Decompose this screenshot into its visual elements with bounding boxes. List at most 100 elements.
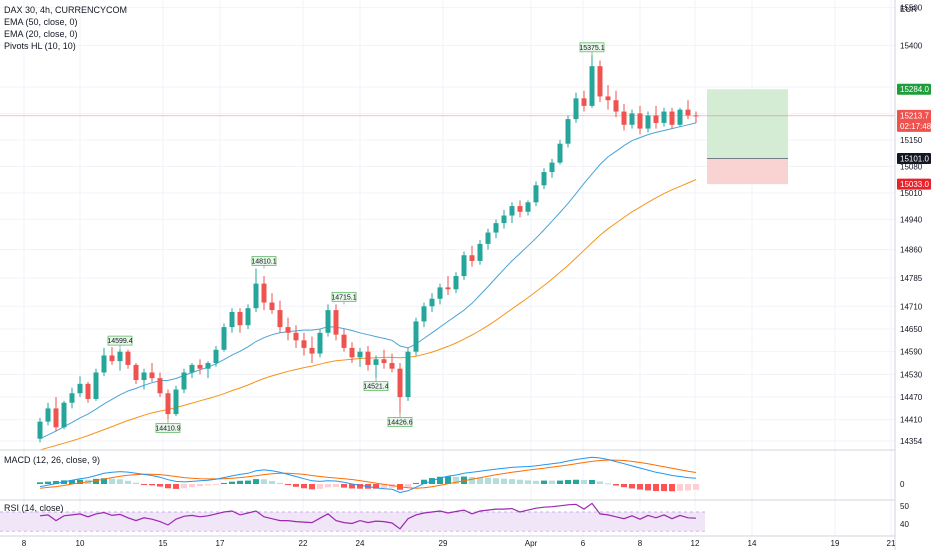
candle-body [333, 310, 339, 335]
macd-bar [349, 484, 355, 489]
stop-zone[interactable] [707, 158, 788, 185]
time-label: Apr [525, 539, 538, 548]
time-label: 8 [638, 539, 643, 548]
macd-bar [125, 480, 131, 484]
price-tick-label: 14785 [900, 274, 923, 283]
macd-bar [669, 484, 675, 492]
legend-pivots[interactable]: Pivots HL (10, 10) [4, 41, 76, 51]
macd-bar [253, 479, 259, 484]
macd-bar [245, 480, 251, 484]
candle-body [477, 243, 483, 261]
candle-body [181, 372, 187, 390]
time-label: 10 [76, 539, 85, 548]
rsi-band [0, 512, 705, 532]
pivot-tag: 14599.4 [107, 335, 133, 349]
macd-bar [461, 476, 467, 484]
candle-body [85, 383, 91, 399]
candle-body [61, 402, 67, 428]
macd-bar [533, 480, 539, 484]
macd-bar [109, 478, 115, 484]
time-label: 14 [748, 539, 757, 548]
pivot-box [579, 42, 605, 53]
legend-ema50[interactable]: EMA (50, close, 0) [4, 17, 78, 27]
pivot-tag: 14426.6 [387, 413, 413, 427]
rsi-40-label: 40 [900, 520, 909, 529]
time-label: 21 [887, 539, 896, 548]
candle-body [365, 351, 371, 365]
candle-body [245, 308, 251, 326]
stop-badge[interactable]: 15033.0 [897, 178, 931, 190]
macd-bar [325, 484, 331, 488]
candle-body [53, 408, 59, 428]
macd-bar [605, 483, 611, 485]
macd-bar [141, 484, 147, 485]
macd-line [39, 456, 697, 494]
currency-label: EUR [900, 5, 917, 14]
candle-body [309, 347, 315, 354]
legend-rsi[interactable]: RSI (14, close) [4, 503, 64, 513]
candle-body [221, 327, 227, 350]
pivot-box [107, 335, 133, 346]
candle-body [37, 421, 43, 439]
macd-bar [445, 476, 451, 484]
pivot-label: 14426.6 [387, 419, 412, 426]
macd-bar [293, 484, 299, 487]
legend-macd[interactable]: MACD (12, 26, close, 9) [4, 455, 101, 465]
candle-body [613, 100, 619, 112]
macd-bar [261, 479, 267, 484]
candle-body [301, 340, 307, 348]
candle-body [293, 332, 299, 341]
candle-body [261, 283, 267, 303]
candle-body [357, 351, 363, 358]
pivot-tag: 14521.4 [363, 377, 389, 392]
candle-body [133, 364, 139, 381]
macd-bar [565, 479, 571, 484]
current-price-badge[interactable]: 15213.7 02:17:48 [897, 109, 932, 132]
time-label: 8 [22, 539, 27, 548]
macd-bar [557, 480, 563, 484]
macd-bar [405, 484, 411, 487]
candle-body [669, 111, 675, 125]
macd-bar [53, 481, 59, 484]
macd-bar [277, 482, 283, 484]
legend-ema20[interactable]: EMA (20, close, 0) [4, 29, 78, 39]
macd-signal-line [39, 459, 697, 489]
macd-bar [573, 479, 579, 484]
macd-bar [77, 479, 83, 484]
candle-body [349, 347, 355, 358]
target-zone[interactable] [707, 89, 788, 159]
pivot-box [331, 291, 357, 302]
time-axis[interactable]: 8 10 15 17 22 24 29 Apr 6 8 12 14 19 21 [22, 539, 896, 548]
candle-body [237, 311, 243, 326]
candle-body [581, 98, 587, 106]
candle-body [413, 321, 419, 352]
price-tick-label: 14650 [900, 325, 923, 334]
candle-body [589, 66, 595, 106]
macd-bar [541, 480, 547, 484]
macd-bar [525, 480, 531, 484]
candles [37, 54, 699, 443]
legend-symbol[interactable]: DAX 30, 4h, CURRENCYCOM [4, 5, 128, 15]
macd-bar [421, 479, 427, 484]
current-price-label: 15213.7 [900, 111, 929, 120]
pivot-box [251, 256, 277, 266]
candle-body [109, 355, 115, 362]
macd-bar [37, 482, 43, 484]
candle-body [501, 215, 507, 224]
price-axis-ticks[interactable]: 1550015400152901522015150150801501014940… [900, 4, 923, 446]
macd-bar [269, 481, 275, 484]
candle-body [397, 368, 403, 398]
pivot-box [387, 417, 413, 427]
pivot-label: 14599.4 [107, 338, 132, 345]
entry-badge[interactable]: 15101.0 [897, 152, 931, 164]
candle-body [557, 143, 563, 163]
candle-body [533, 185, 539, 203]
target-price-label: 15284.0 [900, 85, 929, 94]
time-label: 24 [356, 539, 365, 548]
candle-body [157, 378, 163, 394]
candle-body [125, 351, 131, 365]
candle-body [541, 172, 547, 186]
target-badge[interactable]: 15284.0 [897, 83, 931, 95]
candle-body [197, 364, 203, 369]
